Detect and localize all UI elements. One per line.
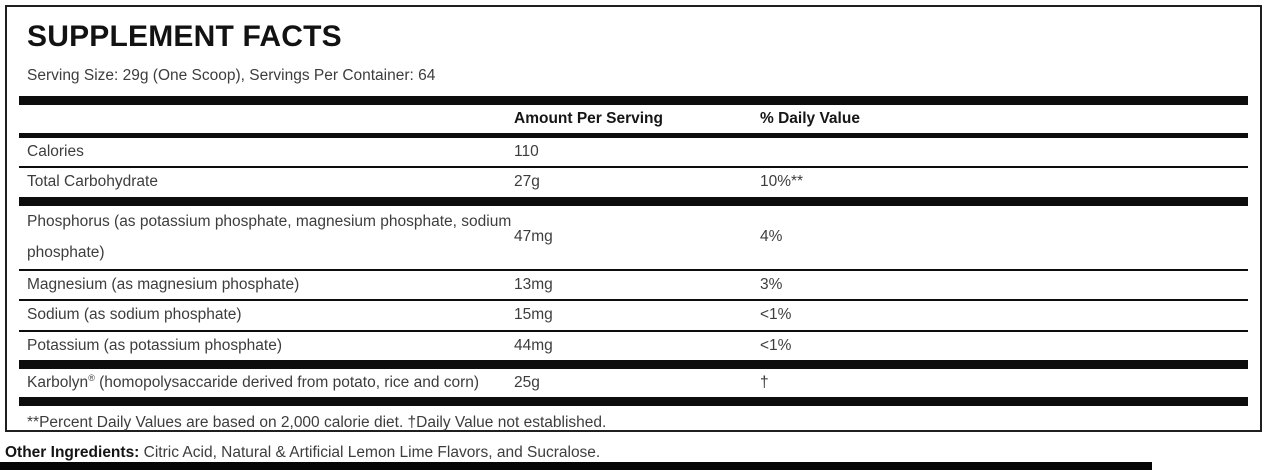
nutrient-dv: <1% [760, 306, 792, 324]
divider-thin [19, 329, 1248, 332]
nutrient-row-karbolyn: Karbolyn® (homopolysaccaride derived fro… [19, 369, 1248, 397]
divider-medium-header [19, 133, 1248, 139]
nutrient-name: Phosphorus (as potassium phosphate, magn… [27, 212, 512, 262]
column-header-amount: Amount Per Serving [514, 110, 663, 127]
divider-thin [19, 166, 1248, 169]
column-header-row: Amount Per Serving % Daily Value [19, 105, 1248, 133]
nutrient-name: Sodium (as sodium phosphate) [27, 306, 242, 324]
column-header-nutrient [27, 105, 514, 133]
nutrient-amount: 44mg [514, 336, 553, 354]
nutrient-row-carbohydrate: Total Carbohydrate 27g 10%** [19, 168, 1248, 196]
nutrient-amount: 27g [514, 173, 540, 191]
nutrient-name: Calories [27, 143, 84, 161]
nutrient-dv: <1% [760, 336, 792, 354]
nutrient-row-calories: Calories 110 [19, 138, 1248, 166]
serving-info: Serving Size: 29g (One Scoop), Servings … [27, 67, 436, 84]
panel-title: SUPPLEMENT FACTS [27, 20, 342, 53]
nutrient-amount: 47mg [514, 228, 553, 246]
divider-thick-bottom [19, 396, 1248, 406]
nutrient-amount: 15mg [514, 306, 553, 324]
nutrient-name-text: Karbolyn [27, 373, 89, 391]
nutrient-name: Total Carbohydrate [27, 173, 158, 191]
other-ingredients: Other Ingredients: Citric Acid, Natural … [5, 443, 600, 463]
divider-thick-mid-2 [19, 359, 1248, 369]
nutrient-dv: † [760, 373, 769, 391]
column-header-dv: % Daily Value [760, 110, 860, 127]
nutrient-dv: 4% [760, 228, 783, 246]
nutrient-name: Magnesium (as magnesium phosphate) [27, 276, 300, 294]
other-ingredients-text: Citric Acid, Natural & Artificial Lemon … [139, 444, 601, 461]
nutrient-dv: 3% [760, 276, 783, 294]
nutrient-row-phosphorus: Phosphorus (as potassium phosphate, magn… [19, 206, 1248, 270]
divider-thick-mid-1 [19, 196, 1248, 206]
nutrient-amount: 110 [514, 143, 539, 161]
nutrient-row-sodium: Sodium (as sodium phosphate) 15mg <1% [19, 301, 1248, 329]
other-ingredients-label: Other Ingredients: [5, 444, 140, 461]
nutrient-name: Karbolyn® (homopolysaccaride derived fro… [27, 369, 514, 397]
nutrient-dv: 10%** [760, 173, 804, 191]
nutrient-amount: 25g [514, 373, 540, 391]
divider-thin [19, 299, 1248, 302]
divider-thin [19, 269, 1248, 272]
nutrient-name-detail: (homopolysaccaride derived from potato, … [94, 373, 480, 391]
registered-trademark-symbol: ® [88, 372, 95, 383]
supplement-facts-panel: SUPPLEMENT FACTS Serving Size: 29g (One … [5, 5, 1262, 432]
nutrient-dv [760, 138, 1248, 166]
nutrient-row-magnesium: Magnesium (as magnesium phosphate) 13mg … [19, 271, 1248, 299]
daily-value-footnote: **Percent Daily Values are based on 2,00… [27, 413, 607, 431]
nutrient-name: Potassium (as potassium phosphate) [27, 336, 283, 354]
nutrient-row-potassium: Potassium (as potassium phosphate) 44mg … [19, 332, 1248, 360]
divider-thick-top [19, 96, 1248, 105]
bottom-divider-bar [0, 462, 1152, 470]
nutrient-amount: 13mg [514, 276, 553, 294]
